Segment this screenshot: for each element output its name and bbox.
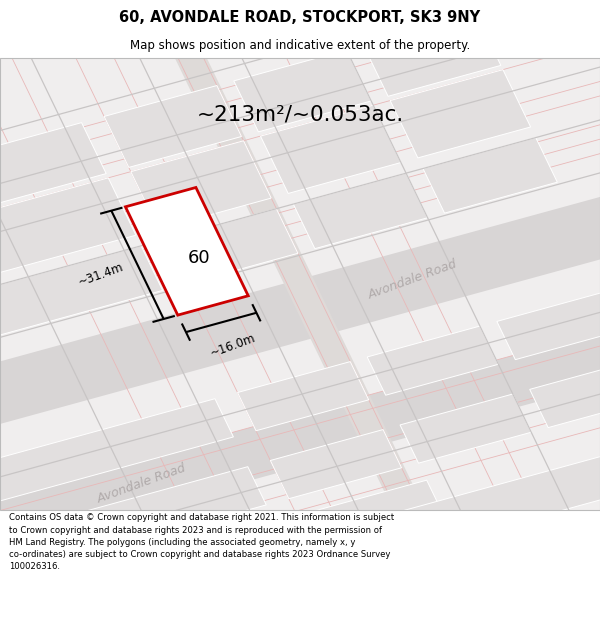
Polygon shape <box>530 359 600 428</box>
Polygon shape <box>293 173 428 249</box>
Polygon shape <box>364 14 501 96</box>
Polygon shape <box>400 394 531 463</box>
Text: ~213m²/~0.053ac.: ~213m²/~0.053ac. <box>196 104 404 124</box>
Text: ~31.4m: ~31.4m <box>76 261 125 289</box>
Text: 60, AVONDALE ROAD, STOCKPORT, SK3 9NY: 60, AVONDALE ROAD, STOCKPORT, SK3 9NY <box>119 10 481 25</box>
Polygon shape <box>0 122 106 263</box>
Polygon shape <box>131 141 271 229</box>
Text: 60: 60 <box>188 249 211 267</box>
Text: ~16.0m: ~16.0m <box>208 332 257 360</box>
Polygon shape <box>423 138 557 213</box>
Text: Avondale Road: Avondale Road <box>95 462 187 506</box>
Polygon shape <box>234 50 371 132</box>
Text: Avondale Road: Avondale Road <box>367 258 459 302</box>
Polygon shape <box>271 429 401 499</box>
Polygon shape <box>104 86 242 168</box>
Text: Map shows position and indicative extent of the property.: Map shows position and indicative extent… <box>130 39 470 52</box>
Polygon shape <box>0 467 266 594</box>
Polygon shape <box>0 178 136 325</box>
Polygon shape <box>367 326 499 395</box>
Polygon shape <box>0 12 600 625</box>
Polygon shape <box>497 291 600 359</box>
Polygon shape <box>307 448 600 575</box>
Polygon shape <box>125 188 248 315</box>
Polygon shape <box>0 246 163 380</box>
Text: Contains OS data © Crown copyright and database right 2021. This information is : Contains OS data © Crown copyright and d… <box>9 514 394 571</box>
Polygon shape <box>238 362 369 431</box>
Polygon shape <box>0 480 445 625</box>
Polygon shape <box>164 209 298 284</box>
Polygon shape <box>260 105 401 194</box>
Polygon shape <box>390 69 530 158</box>
Polygon shape <box>0 399 233 527</box>
